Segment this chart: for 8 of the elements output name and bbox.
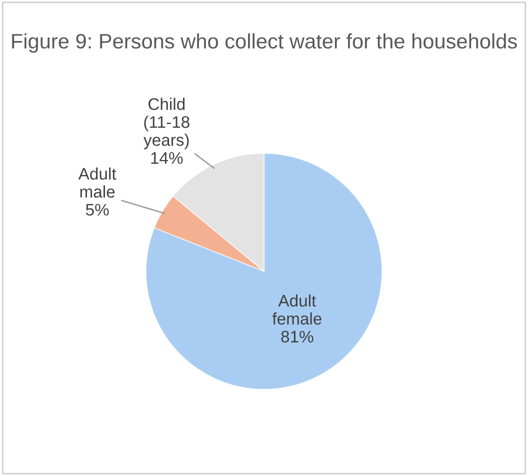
slice-label: Adult male xyxy=(78,167,116,198)
slice-label: Adult female xyxy=(272,294,322,325)
data-label: 81% xyxy=(281,330,314,343)
chart-title: Figure 9: Persons who collect water for the households xyxy=(12,33,517,53)
data-label: 14% xyxy=(151,152,183,164)
data-label: 5% xyxy=(86,204,109,216)
pie-slice xyxy=(146,152,382,390)
slice-label: Child (11-18 years) xyxy=(144,98,190,150)
